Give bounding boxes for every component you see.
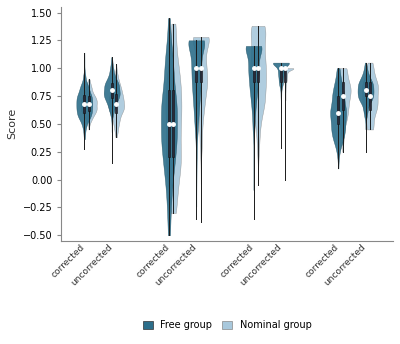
Bar (284, 68, 286, 82)
Bar (172, 90, 174, 157)
Bar (257, 68, 259, 82)
Legend: Free group, Nominal group: Free group, Nominal group (139, 316, 315, 334)
Bar (337, 96, 339, 124)
Bar (195, 68, 197, 82)
Bar (200, 68, 202, 82)
Bar (252, 68, 254, 82)
Bar (83, 95, 85, 113)
Y-axis label: Score: Score (7, 108, 17, 140)
Bar (115, 94, 117, 113)
Bar (168, 90, 170, 157)
Bar (342, 82, 344, 110)
Bar (111, 83, 113, 98)
Bar (369, 82, 371, 110)
Bar (364, 82, 366, 96)
Bar (88, 96, 90, 110)
Bar (280, 68, 282, 82)
